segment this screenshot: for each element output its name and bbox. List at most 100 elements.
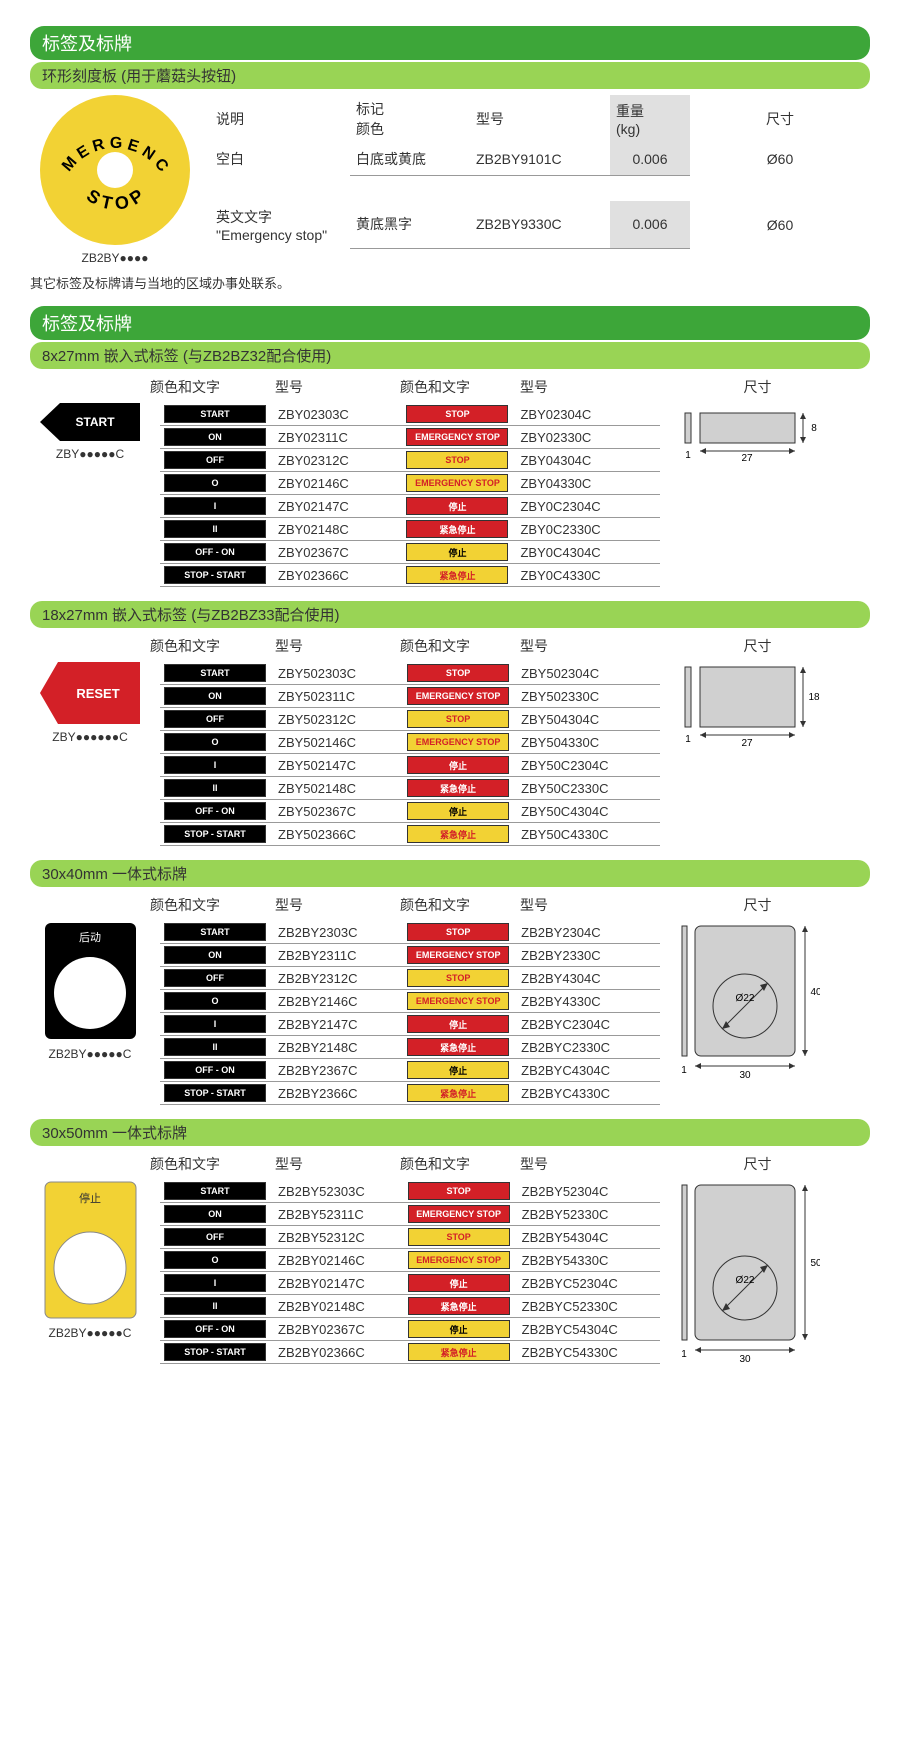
s5-table: STARTZB2BY52303CSTOPZB2BY52304CONZB2BY52… [160,1180,660,1364]
model-cell: ZB2BY52330C [514,1203,660,1226]
model-cell: ZBY04330C [512,472,660,495]
label-chip: I [164,756,266,774]
subheader-3: 18x27mm 嵌入式标签 (与ZB2BZ33配合使用) [30,601,870,628]
section-2: 标签及标牌 8x27mm 嵌入式标签 (与ZB2BZ32配合使用) 颜色和文字型… [30,306,870,587]
model-cell: ZB2BY2303C [270,921,403,944]
table-row: ONZB2BY52311CEMERGENCY STOPZB2BY52330C [160,1203,660,1226]
label-chip: OFF [164,451,266,469]
model-cell: ZB2BY2147C [270,1013,403,1036]
model-cell: ZBY02147C [270,495,402,518]
model-cell: ZBY02367C [270,541,402,564]
label-chip: OFF - ON [164,543,266,561]
model-cell: ZB2BY2148C [270,1036,403,1059]
label-chip: 停止 [407,756,509,774]
label-chip: EMERGENCY STOP [408,1205,510,1223]
table-row: IIZBY02148C紧急停止ZBY0C2330C [160,518,660,541]
svg-text:30: 30 [739,1354,751,1365]
table-row: OFF - ONZB2BY2367C停止ZB2BYC4304C [160,1059,660,1082]
model-cell: ZBY502303C [270,662,403,685]
model-cell: ZB2BY52312C [270,1226,404,1249]
model-cell: ZB2BY02147C [270,1272,404,1295]
model-cell: ZBY502330C [513,685,660,708]
label-chip: OFF - ON [164,1061,266,1079]
table-row: OFF - ONZB2BY02367C停止ZB2BYC54304C [160,1318,660,1341]
model-cell: ZBY02311C [270,426,402,449]
svg-text:1: 1 [681,1349,687,1360]
s1-row-0: 空白 白底或黄底 ZB2BY9101C 0.006 Ø60 [210,143,870,176]
model-cell: ZB2BY2312C [270,967,403,990]
model-cell: ZBY0C4304C [512,541,660,564]
label-chip: 紧急停止 [408,1297,510,1315]
model-cell: ZB2BY4304C [513,967,660,990]
subheader-5: 30x50mm 一体式标牌 [30,1119,870,1146]
label-chip: O [164,474,266,492]
model-cell: ZBY502367C [270,800,403,823]
model-cell: ZBY502311C [270,685,403,708]
model-cell: ZBY504330C [513,731,660,754]
svg-text:1: 1 [681,1065,687,1076]
model-cell: ZB2BY52304C [514,1180,660,1203]
label-chip: EMERGENCY STOP [406,474,508,492]
label-chip: O [164,1251,266,1269]
svg-text:E M E R G E N C Y: E M E R G E N C Y [40,95,174,178]
table-row: OFFZB2BY52312CSTOPZB2BY54304C [160,1226,660,1249]
model-cell: ZB2BY02367C [270,1318,404,1341]
label-chip: 紧急停止 [408,1343,510,1361]
model-cell: ZBY02304C [512,403,660,426]
label-chip: EMERGENCY STOP [406,428,508,446]
header-2: 标签及标牌 [30,306,870,340]
section-3: 18x27mm 嵌入式标签 (与ZB2BZ33配合使用) 颜色和文字型号颜色和文… [30,601,870,846]
table-row: OZB2BY2146CEMERGENCY STOPZB2BY4330C [160,990,660,1013]
model-cell: ZBY50C4330C [513,823,660,846]
model-cell: ZBY02146C [270,472,402,495]
section-5: 30x50mm 一体式标牌 颜色和文字型号颜色和文字型号尺寸 停止 ZB2BY●… [30,1119,870,1368]
table-row: IZBY02147C停止ZBY0C2304C [160,495,660,518]
s5-colhdr: 颜色和文字型号颜色和文字型号尺寸 [30,1152,870,1180]
model-cell: ZBY02312C [270,449,402,472]
label-chip: 停止 [407,802,509,820]
table-row: IIZBY502148C紧急停止ZBY50C2330C [160,777,660,800]
label-chip: START [164,405,266,423]
model-cell: ZB2BYC54304C [514,1318,660,1341]
model-cell: ZB2BY02146C [270,1249,404,1272]
label-chip: ON [164,687,266,705]
s4-table: STARTZB2BY2303CSTOPZB2BY2304CONZB2BY2311… [160,921,660,1105]
label-chip: 停止 [408,1274,510,1292]
s3-colhdr: 颜色和文字型号颜色和文字型号尺寸 [30,634,870,662]
label-chip: STOP [407,969,509,987]
th-mark: 标记颜色 [350,95,470,143]
s3-caption: ZBY●●●●●●C [52,730,128,744]
label-chip: EMERGENCY STOP [407,733,509,751]
model-cell: ZB2BY2304C [513,921,660,944]
model-cell: ZBY02303C [270,403,402,426]
label-chip: EMERGENCY STOP [407,946,509,964]
label-chip: STOP - START [164,566,266,584]
s2-thumb: START ZBY●●●●●C [30,403,150,461]
label-chip: STOP [407,923,509,941]
label-chip: II [164,1297,266,1315]
label-chip: II [164,520,266,538]
label-chip: START [164,664,266,682]
model-cell: ZB2BYC52304C [514,1272,660,1295]
table-row: IZB2BY02147C停止ZB2BYC52304C [160,1272,660,1295]
label-chip: STOP - START [164,1084,266,1102]
s4-colhdr: 颜色和文字型号颜色和文字型号尺寸 [30,893,870,921]
th-model: 型号 [470,95,610,143]
table-row: IIZB2BY02148C紧急停止ZB2BYC52330C [160,1295,660,1318]
label-chip: STOP [406,451,508,469]
table-row: STOP - STARTZBY502366C紧急停止ZBY50C4330C [160,823,660,846]
svg-text:27: 27 [741,453,753,463]
s2-colhdr: 颜色和文字型号颜色和文字型号尺寸 [30,375,870,403]
label-chip: START [164,923,266,941]
svg-text:8: 8 [811,423,817,434]
svg-text:Ø22: Ø22 [736,993,755,1004]
model-cell: ZB2BYC52330C [514,1295,660,1318]
model-cell: ZB2BY02366C [270,1341,404,1364]
label-chip: STOP [407,664,509,682]
label-chip: 停止 [408,1320,510,1338]
svg-text:40: 40 [810,987,820,998]
model-cell: ZBY0C2304C [512,495,660,518]
label-chip: STOP - START [164,1343,266,1361]
s3-table: STARTZBY502303CSTOPZBY502304CONZBY502311… [160,662,660,846]
table-row: STOP - STARTZBY02366C紧急停止ZBY0C4330C [160,564,660,587]
